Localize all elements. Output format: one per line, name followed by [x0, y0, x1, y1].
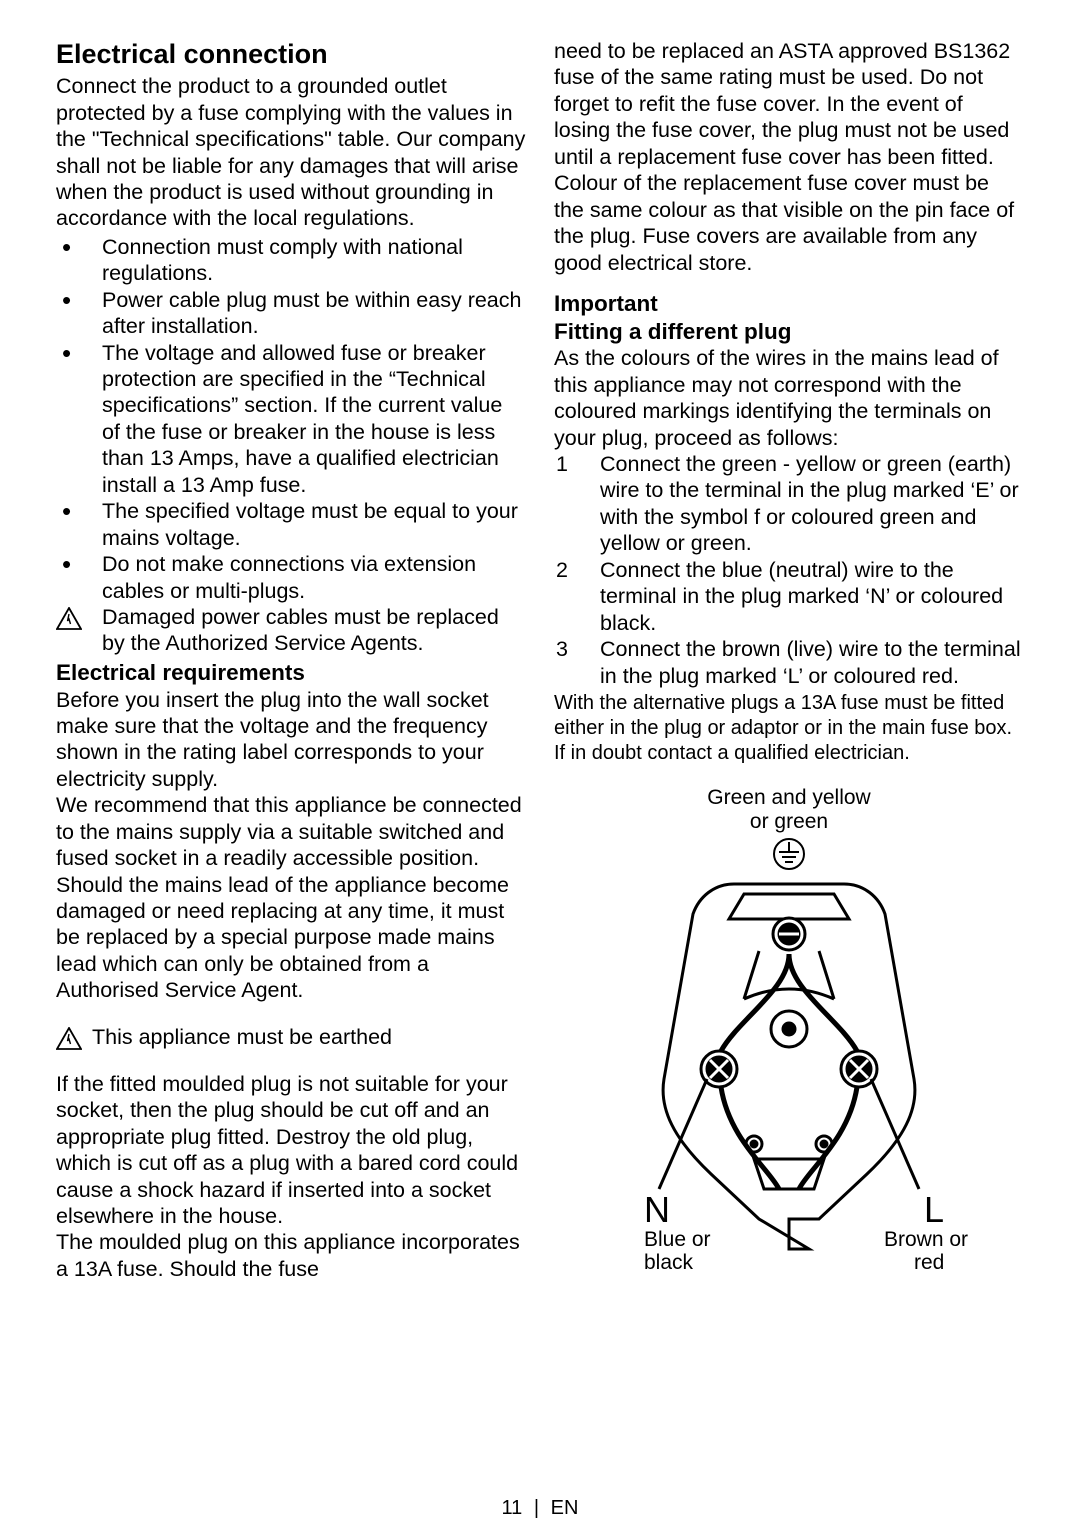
diagram-l-label-2: red — [914, 1251, 944, 1274]
plug-body — [659, 884, 919, 1249]
list-item: Connect the green - yellow or green (ear… — [554, 451, 1024, 557]
list-item: Connect the brown (live) wire to the ter… — [554, 636, 1024, 689]
diagram-n-label-2: black — [644, 1251, 694, 1274]
heading-fitting-plug: Fitting a different plug — [554, 318, 1024, 346]
list-item: Connect the blue (neutral) wire to the t… — [554, 557, 1024, 636]
diagram-n-label-1: Blue or — [644, 1228, 711, 1251]
alternative-plug-note: With the alternative plugs a 13A fuse mu… — [554, 691, 1024, 766]
moulded-plug-paragraph-1: If the fitted moulded plug is not suitab… — [56, 1071, 526, 1230]
page-language: EN — [551, 1497, 579, 1519]
connection-bullet-list: Connection must comply with national reg… — [56, 234, 526, 604]
continuation-paragraph: need to be replaced an ASTA approved BS1… — [554, 38, 1024, 276]
plug-wiring-diagram: Green and yellow or green — [554, 784, 1024, 1274]
heading-electrical-connection: Electrical connection — [56, 38, 526, 71]
warning-earthed: This appliance must be earthed — [56, 1024, 526, 1051]
fitting-intro: As the colours of the wires in the mains… — [554, 345, 1024, 451]
list-item: The voltage and allowed fuse or breaker … — [56, 340, 526, 499]
heading-electrical-requirements: Electrical requirements — [56, 659, 526, 687]
warning-triangle-icon — [56, 1027, 82, 1051]
footer-divider: | — [534, 1497, 539, 1519]
earth-symbol-icon — [774, 839, 804, 869]
diagram-n-letter: N — [644, 1189, 670, 1230]
list-item: Do not make connections via extension ca… — [56, 551, 526, 604]
diagram-l-label-1: Brown or — [884, 1228, 968, 1251]
intro-paragraph: Connect the product to a grounded outlet… — [56, 73, 526, 232]
requirements-paragraph-2: We recommend that this appliance be conn… — [56, 792, 526, 871]
page-footer: 11 | EN — [0, 1497, 1080, 1520]
diagram-l-letter: L — [924, 1189, 944, 1230]
fitting-steps: Connect the green - yellow or green (ear… — [554, 451, 1024, 689]
list-item: Power cable plug must be within easy rea… — [56, 287, 526, 340]
diagram-top-label-2: or green — [750, 810, 828, 833]
moulded-plug-paragraph-2: The moulded plug on this appliance incor… — [56, 1229, 526, 1282]
page-number: 11 — [502, 1497, 523, 1519]
two-column-layout: Electrical connection Connect the produc… — [56, 38, 1024, 1282]
list-item: The specified voltage must be equal to y… — [56, 498, 526, 551]
requirements-paragraph-1: Before you insert the plug into the wall… — [56, 687, 526, 793]
list-item: Connection must comply with national reg… — [56, 234, 526, 287]
warning-text: This appliance must be earthed — [92, 1024, 392, 1050]
heading-important: Important — [554, 290, 1024, 318]
warning-damaged-cable: Damaged power cables must be replaced by… — [56, 604, 526, 657]
warning-triangle-icon — [56, 607, 82, 631]
left-column: Electrical connection Connect the produc… — [56, 38, 526, 1282]
warning-text: Damaged power cables must be replaced by… — [92, 604, 526, 657]
right-column: need to be replaced an ASTA approved BS1… — [554, 38, 1024, 1282]
diagram-top-label-1: Green and yellow — [707, 786, 871, 809]
requirements-paragraph-3: Should the mains lead of the appliance b… — [56, 872, 526, 1004]
